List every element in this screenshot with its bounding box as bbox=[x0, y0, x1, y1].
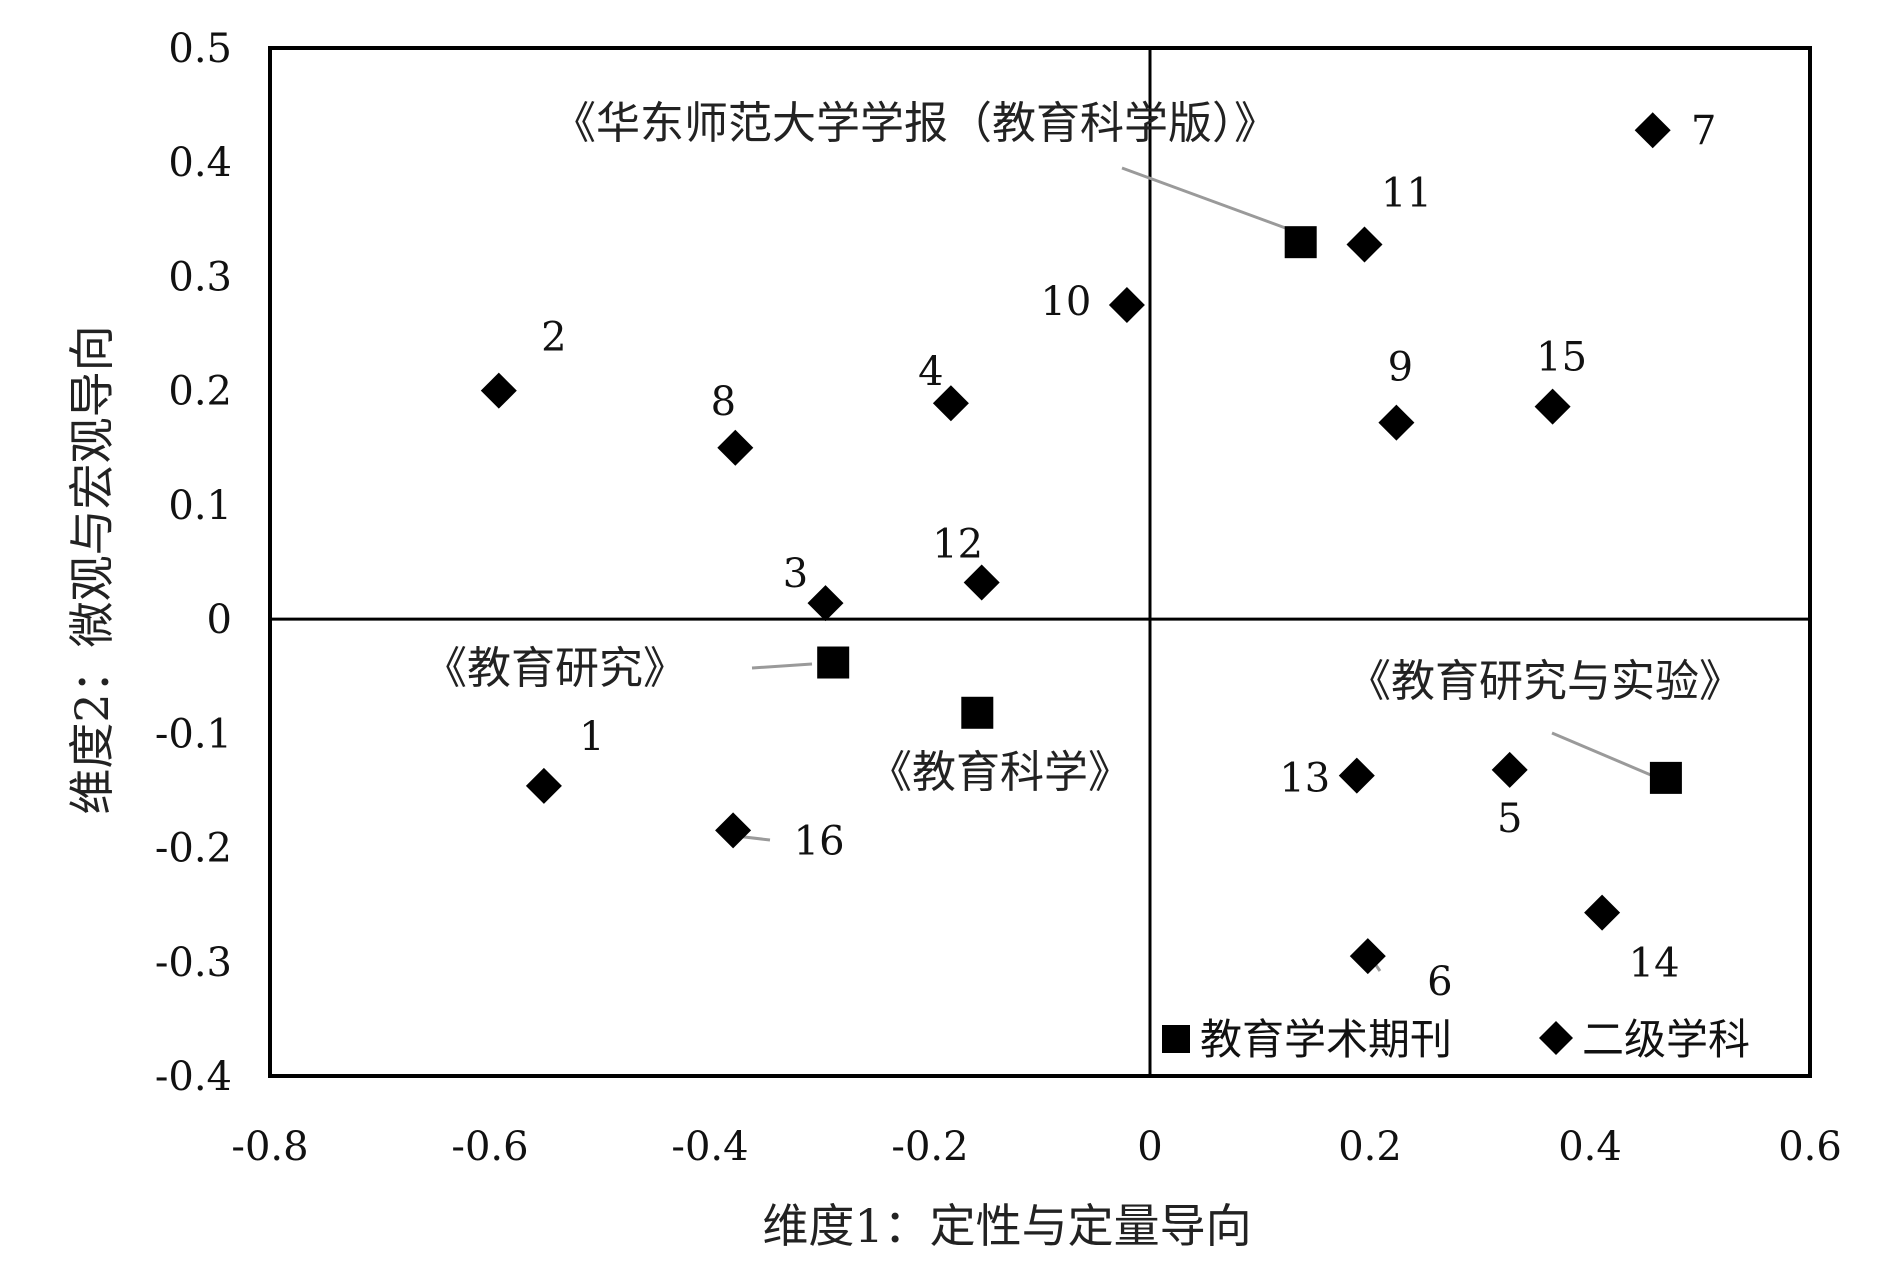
discipline-label: 13 bbox=[1279, 756, 1330, 802]
discipline-point bbox=[715, 812, 752, 849]
discipline-label: 12 bbox=[932, 522, 983, 568]
discipline-point bbox=[1346, 226, 1383, 263]
discipline-label: 6 bbox=[1427, 959, 1452, 1005]
discipline-point bbox=[1534, 388, 1571, 425]
x-tick-label: 0.4 bbox=[1558, 1124, 1622, 1170]
discipline-point bbox=[1338, 757, 1375, 794]
x-tick-label: -0.2 bbox=[891, 1124, 968, 1170]
legend-diamond-marker bbox=[1539, 1021, 1573, 1055]
y-tick-label: -0.3 bbox=[155, 940, 232, 986]
axis-ticks: -0.8 -0.6 -0.4 -0.2 0 0.2 0.4 0.6 0.5 0.4 0.3 0.2 0.… bbox=[155, 26, 1842, 1170]
discipline-point bbox=[1108, 287, 1145, 323]
x-tick-label: 0 bbox=[1137, 1124, 1162, 1170]
discipline-point bbox=[1378, 404, 1415, 441]
x-axis-title: 维度1：定性与定量导向 bbox=[762, 1199, 1251, 1253]
x-tick-label: -0.4 bbox=[671, 1124, 748, 1170]
journal-label: 《教育研究》 bbox=[423, 643, 687, 694]
discipline-point bbox=[963, 564, 1000, 601]
y-tick-label: 0 bbox=[207, 597, 232, 643]
leader-line bbox=[1551, 731, 1659, 780]
y-tick-label: -0.1 bbox=[155, 711, 232, 757]
plot-frame bbox=[268, 46, 1812, 1078]
x-tick-label: -0.6 bbox=[451, 1124, 528, 1170]
y-tick-label: 0.5 bbox=[168, 26, 232, 72]
x-tick-label: 0.6 bbox=[1778, 1124, 1842, 1170]
journal-label: 《教育研究与实验》 bbox=[1347, 656, 1743, 707]
discipline-point bbox=[1349, 938, 1386, 975]
legend: 教育学术期刊 二级学科 bbox=[1162, 1015, 1750, 1064]
point-labels: 《华东师范大学学报（教育科学版）》《教育研究》《教育科学》《教育研究与实验》12… bbox=[423, 98, 1743, 1005]
x-tick-label: -0.8 bbox=[231, 1124, 308, 1170]
legend-square-marker bbox=[1162, 1025, 1190, 1053]
discipline-label: 11 bbox=[1381, 170, 1432, 216]
discipline-point bbox=[807, 585, 844, 622]
discipline-label: 3 bbox=[783, 551, 808, 597]
discipline-label: 10 bbox=[1040, 279, 1091, 325]
discipline-point bbox=[932, 385, 969, 422]
journal-point bbox=[1284, 226, 1317, 259]
journal-label: 《华东师范大学学报（教育科学版）》 bbox=[552, 98, 1278, 149]
quadrant-lines bbox=[270, 48, 1810, 1076]
leader-line bbox=[1121, 166, 1311, 239]
y-tick-label: -0.2 bbox=[155, 826, 232, 872]
discipline-label: 1 bbox=[579, 714, 604, 760]
discipline-label: 9 bbox=[1388, 345, 1413, 391]
journal-point bbox=[961, 696, 994, 729]
discipline-label: 2 bbox=[541, 315, 566, 361]
discipline-label: 8 bbox=[711, 379, 736, 425]
y-tick-label: 0.3 bbox=[168, 254, 232, 300]
legend-label-disciplines: 二级学科 bbox=[1582, 1015, 1750, 1064]
discipline-point bbox=[480, 372, 517, 409]
discipline-point bbox=[525, 767, 562, 804]
legend-label-journals: 教育学术期刊 bbox=[1200, 1015, 1452, 1064]
leader-line bbox=[751, 662, 813, 670]
y-tick-label: -0.4 bbox=[155, 1054, 232, 1100]
discipline-point bbox=[1634, 112, 1671, 149]
leader-lines bbox=[738, 166, 1659, 972]
discipline-point bbox=[1491, 751, 1528, 788]
discipline-point bbox=[1584, 894, 1621, 931]
journal-point bbox=[1649, 761, 1682, 794]
data-points bbox=[480, 112, 1682, 975]
journal-point bbox=[817, 646, 850, 679]
discipline-label: 15 bbox=[1536, 335, 1587, 381]
journal-label: 《教育科学》 bbox=[868, 747, 1132, 798]
discipline-label: 16 bbox=[794, 818, 845, 864]
y-tick-label: 0.2 bbox=[168, 369, 232, 415]
x-tick-label: 0.2 bbox=[1338, 1124, 1402, 1170]
discipline-point bbox=[717, 429, 754, 466]
y-axis-title: 维度2：微观与宏观导向 bbox=[65, 325, 119, 814]
y-tick-label: 0.4 bbox=[168, 140, 232, 186]
discipline-label: 4 bbox=[918, 349, 943, 395]
discipline-label: 5 bbox=[1497, 796, 1522, 842]
discipline-label: 7 bbox=[1691, 108, 1716, 154]
discipline-label: 14 bbox=[1629, 941, 1680, 987]
y-tick-label: 0.1 bbox=[168, 483, 232, 529]
